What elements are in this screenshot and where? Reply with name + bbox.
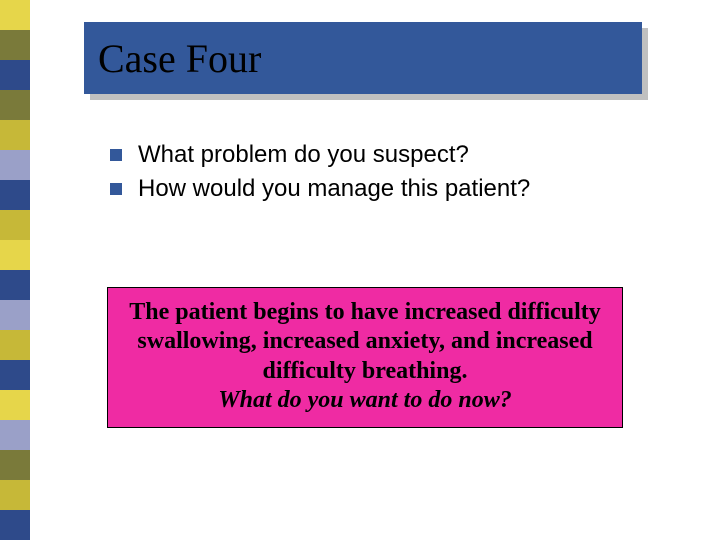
bullet-text: How would you manage this patient? [138,174,530,204]
title-container: Case Four [84,22,642,96]
stripe-block [0,240,30,270]
stripe-block [0,60,30,90]
bullet-text: What problem do you suspect? [138,140,469,170]
stripe-block [0,270,30,300]
page-title: Case Four [98,35,261,82]
decorative-left-stripe [0,0,30,540]
highlight-callout: The patient begins to have increased dif… [107,287,623,428]
stripe-block [0,90,30,120]
title-bar: Case Four [84,22,642,94]
stripe-block [0,360,30,390]
stripe-block [0,480,30,510]
stripe-block [0,300,30,330]
bullet-list: What problem do you suspect? How would y… [110,140,650,208]
stripe-block [0,0,30,30]
stripe-block [0,120,30,150]
stripe-block [0,390,30,420]
stripe-block [0,180,30,210]
slide: Case Four What problem do you suspect? H… [0,0,720,540]
stripe-block [0,150,30,180]
stripe-block [0,330,30,360]
bullet-square-icon [110,149,122,161]
stripe-block [0,420,30,450]
list-item: How would you manage this patient? [110,174,650,204]
callout-body-text: The patient begins to have increased dif… [116,298,614,386]
list-item: What problem do you suspect? [110,140,650,170]
stripe-block [0,510,30,540]
bullet-square-icon [110,183,122,195]
stripe-block [0,30,30,60]
stripe-block [0,450,30,480]
callout-question-text: What do you want to do now? [116,386,614,415]
stripe-block [0,210,30,240]
